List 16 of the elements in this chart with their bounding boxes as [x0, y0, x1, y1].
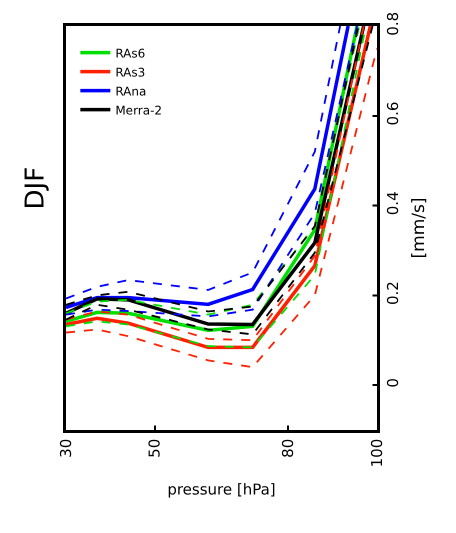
y-tick-label: 0.4 [384, 191, 402, 216]
x-tick-label: 50 [146, 438, 164, 458]
text: DJF [20, 166, 50, 210]
y-tick-label: 0 [384, 378, 402, 388]
y-tick-label: 0.6 [384, 102, 402, 126]
x-tick-label: 80 [279, 438, 298, 458]
x-tick-label: 100 [368, 438, 386, 468]
x-tick-label: 30 [56, 438, 75, 458]
legend-label: RAs3 [115, 65, 146, 80]
legend-label: Merra-2 [115, 103, 162, 118]
x-axis-title: pressure [hPa] [167, 480, 276, 498]
y-axis-title: [mm/s] [409, 198, 430, 258]
legend-label: RAna [115, 84, 146, 98]
legend-label: RAs6 [115, 46, 146, 60]
y-tick-label: 0.8 [384, 12, 402, 36]
y-tick-label: 0.2 [384, 281, 402, 306]
